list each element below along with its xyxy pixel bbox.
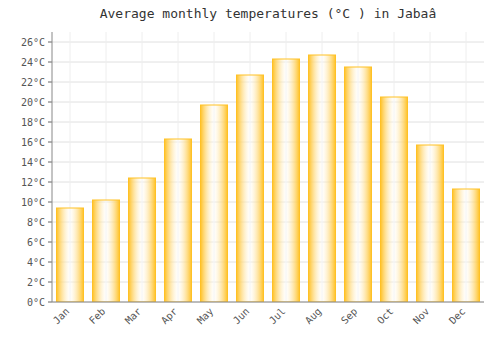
y-grid-line	[52, 102, 484, 103]
chart: Average monthly temperatures (°C ) in Ja…	[0, 0, 500, 350]
y-tick	[48, 122, 52, 123]
x-tick-label: Oct	[375, 306, 396, 327]
y-tick-label: 8°C	[27, 217, 45, 228]
bar	[237, 75, 264, 302]
y-tick-label: 18°C	[21, 117, 45, 128]
x-tick-label: Dec	[447, 306, 468, 327]
y-grid-line	[52, 302, 484, 303]
y-tick	[48, 222, 52, 223]
y-tick	[48, 142, 52, 143]
x-tick-label: Feb	[87, 306, 108, 327]
y-tick-label: 0°C	[27, 297, 45, 308]
x-tick-label: Nov	[411, 306, 432, 327]
x-axis-line	[52, 302, 484, 303]
bar	[381, 97, 408, 302]
x-tick-label: Sep	[339, 306, 360, 327]
x-tick-label: Jul	[267, 306, 288, 327]
bars	[57, 55, 480, 302]
y-grid-line	[52, 82, 484, 83]
y-tick	[48, 182, 52, 183]
bar	[201, 105, 228, 302]
y-tick	[48, 162, 52, 163]
bar	[345, 67, 372, 302]
x-tick-label: May	[195, 306, 216, 327]
title: Average monthly temperatures (°C ) in Ja…	[100, 6, 437, 21]
y-grid-line	[52, 62, 484, 63]
x-tick-label: Mar	[123, 306, 144, 327]
y-tick	[48, 62, 52, 63]
axes: 0°C 2°C 4°C 6°C 8°C 10°C 12°C 14°C 16°C 18°C 20°C 2…	[21, 37, 468, 327]
y-tick	[48, 242, 52, 243]
x-tick-label: Jun	[231, 306, 252, 327]
bar	[93, 200, 120, 302]
y-tick-label: 14°C	[21, 157, 45, 168]
bar	[273, 59, 300, 302]
x-tick-label: Apr	[159, 306, 180, 327]
y-axis-line	[52, 32, 53, 302]
bar	[417, 145, 444, 302]
y-tick	[48, 82, 52, 83]
y-tick-label: 12°C	[21, 177, 45, 188]
bar	[57, 208, 84, 302]
bar	[129, 178, 156, 302]
y-tick-label: 2°C	[27, 277, 45, 288]
x-tick-label: Aug	[303, 306, 324, 327]
grid	[52, 32, 484, 302]
y-tick	[48, 102, 52, 103]
bar	[453, 189, 480, 302]
y-grid-line	[52, 122, 484, 123]
y-grid-line	[52, 142, 484, 143]
bar	[165, 139, 192, 302]
y-tick	[48, 282, 52, 283]
y-tick-label: 4°C	[27, 257, 45, 268]
y-tick	[48, 302, 52, 303]
y-grid-line	[52, 42, 484, 43]
y-tick-label: 16°C	[21, 137, 45, 148]
y-tick-label: 6°C	[27, 237, 45, 248]
y-tick-label: 22°C	[21, 77, 45, 88]
y-tick-label: 20°C	[21, 97, 45, 108]
y-tick	[48, 42, 52, 43]
x-tick-label: Jan	[51, 306, 72, 327]
chart-holder: Average monthly temperatures (°C ) in Ja…	[0, 0, 500, 350]
y-tick-label: 24°C	[21, 57, 45, 68]
y-tick-label: 10°C	[21, 197, 45, 208]
y-tick-label: 26°C	[21, 37, 45, 48]
y-tick	[48, 202, 52, 203]
y-tick	[48, 262, 52, 263]
bar	[309, 55, 336, 302]
